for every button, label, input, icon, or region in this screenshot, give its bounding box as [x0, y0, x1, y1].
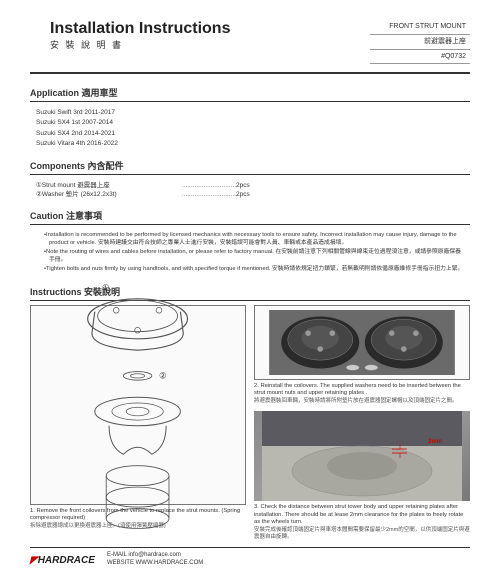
step-num: 1.	[30, 508, 35, 514]
step3-caption: 3. Check the distance between strut towe…	[254, 504, 470, 542]
step-num: 3.	[254, 504, 259, 510]
caution-item: •Tighten bolts and nuts firmly by using …	[44, 265, 464, 273]
instructions-left-col: ① ② 1. Remove the front coilovers from t…	[30, 305, 246, 548]
website-row: WEBSITE WWW.HARDRACE.COM	[107, 560, 203, 568]
comp-dots: ..............................	[182, 181, 236, 190]
svg-text:②: ②	[159, 371, 167, 381]
product-name: FRONT STRUT MOUNT	[370, 20, 470, 35]
instructions-right-col: 2. Reinstall the coilovers. The supplied…	[254, 305, 470, 548]
step-num: 2.	[254, 383, 259, 389]
email-label: E-MAIL	[107, 552, 127, 558]
caution-list: •Installation is recommended to be perfo…	[30, 229, 470, 283]
email-row: E-MAIL info@hardrace.com	[107, 552, 203, 560]
app-item: Suzuki SX4 1st 2007-2014	[36, 118, 464, 127]
step1-diagram: ① ②	[30, 305, 246, 505]
instructions-area: ① ② 1. Remove the front coilovers from t…	[30, 305, 470, 548]
section-caution-header: Caution 注意事項	[30, 207, 470, 225]
main-subtitle: 安 裝 說 明 書	[50, 38, 230, 51]
product-name-cn: 前避震器上座	[370, 35, 470, 50]
comp-label: Strut mount 避震器上座	[42, 181, 182, 190]
comp-qty: 2pcs	[236, 190, 250, 199]
step-text-en: Reinstall the coilovers. The supplied wa…	[254, 383, 461, 397]
caution-item: •Note the routing of wires and cables be…	[44, 248, 464, 264]
step-text-cn: 拆除避震器總成以更換避震器上座。(須使用彈簧壓縮器)	[30, 523, 166, 529]
svg-text:①: ①	[102, 282, 110, 292]
brand-logo: ◤HARDRACE	[30, 555, 95, 566]
part-number: #Q0732	[370, 50, 470, 65]
footer: ◤HARDRACE E-MAIL info@hardrace.com WEBSI…	[30, 547, 470, 568]
step-text-cn: 將避震器裝回車輛，安裝時請將所附墊片放在避震器固定螺帽以及頂端固定片之間。	[254, 398, 458, 404]
email-value: info@hardrace.com	[128, 552, 180, 558]
section-application-header: Application 適用車型	[30, 84, 470, 102]
comp-qty: 2pcs	[236, 181, 250, 190]
component-row: ① Strut mount 避震器上座 ....................…	[36, 181, 464, 190]
application-list: Suzuki Swift 3rd 2011-2017 Suzuki SX4 1s…	[30, 106, 470, 156]
footer-contact: E-MAIL info@hardrace.com WEBSITE WWW.HAR…	[107, 552, 203, 568]
clearance-illustration	[254, 411, 470, 501]
step2-photo	[254, 305, 470, 380]
comp-dots: ..............................	[182, 190, 236, 199]
website-label: WEBSITE	[107, 560, 134, 566]
step-text-cn: 安裝完成後確認頂端固定片與車塔本體間需要保留最少2mm的空間，以供頂端固定片與避…	[254, 527, 470, 541]
header-info: FRONT STRUT MOUNT 前避震器上座 #Q0732	[370, 20, 470, 64]
divider	[30, 72, 470, 74]
app-item: Suzuki SX4 2nd 2014-2021	[36, 129, 464, 138]
step-text-en: Check the distance between strut tower b…	[254, 504, 463, 525]
logo-accent-icon: ◤	[30, 555, 38, 566]
header-row: Installation Instructions 安 裝 說 明 書 FRON…	[30, 20, 470, 64]
comp-label: Washer 墊片 (26x12.2x3t)	[42, 190, 182, 199]
components-list: ① Strut mount 避震器上座 ....................…	[30, 179, 470, 207]
app-item: Suzuki Vitara 4th 2016-2022	[36, 139, 464, 148]
clearance-annotation: 2mm	[428, 439, 442, 445]
mount-photo-illustration	[259, 310, 465, 375]
step3-photo: 2mm	[254, 411, 470, 501]
caution-item: •Installation is recommended to be perfo…	[44, 231, 464, 247]
app-item: Suzuki Swift 3rd 2011-2017	[36, 108, 464, 117]
title-block: Installation Instructions 安 裝 說 明 書	[30, 20, 230, 51]
website-value: WWW.HARDRACE.COM	[136, 560, 204, 566]
main-title: Installation Instructions	[50, 20, 230, 38]
clearance-photo: 2mm	[254, 411, 470, 501]
component-row: ② Washer 墊片 (26x12.2x3t) ...............…	[36, 190, 464, 199]
brand-name: HARDRACE	[38, 555, 95, 566]
strut-mount-illustration: ① ②	[52, 276, 223, 533]
section-components-header: Components 內含配件	[30, 157, 470, 175]
step2-caption: 2. Reinstall the coilovers. The supplied…	[254, 383, 470, 406]
